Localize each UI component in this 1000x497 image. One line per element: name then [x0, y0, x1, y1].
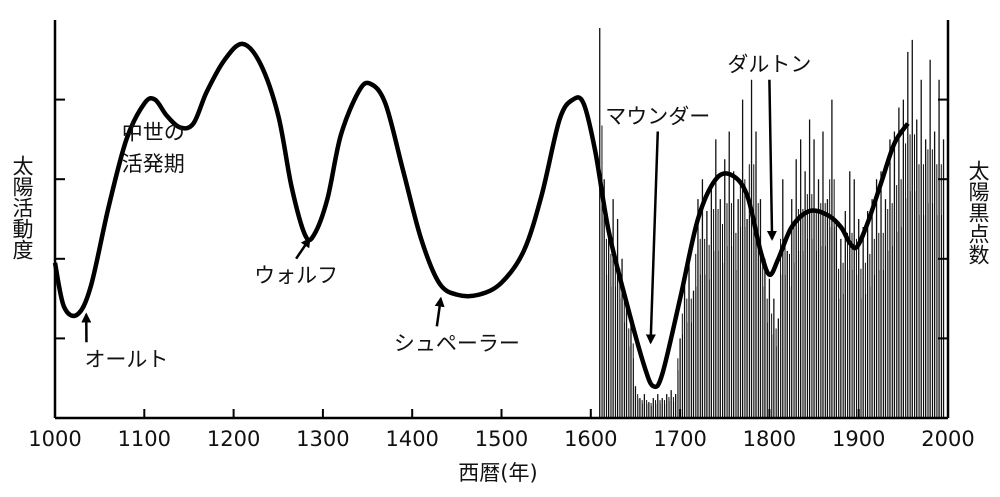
annotation-label: マウンダー: [605, 104, 710, 128]
x-tick-label: 1300: [296, 427, 349, 451]
solar-activity-curve: [52, 41, 910, 390]
x-tick-label: 1000: [28, 427, 81, 451]
x-axis-title: 西暦(年): [458, 461, 537, 485]
x-tick-labels: 1000 1100 1200 1300 1400 1500 1600 1700 1800 1900…: [28, 427, 974, 451]
annotation-arrow: [434, 296, 445, 327]
sunspot-cycles: [599, 27, 945, 418]
annotation-label: 中世の: [122, 120, 185, 144]
x-tick-label: 1200: [207, 427, 260, 451]
annotation-label: オールト: [84, 347, 168, 371]
x-tick-label: 1900: [832, 427, 885, 451]
x-tick-label: 1800: [743, 427, 796, 451]
y-axis-left-title: 太陽活動度: [10, 155, 34, 260]
x-tick-label: 1100: [118, 427, 171, 451]
x-tick-label: 1400: [385, 427, 438, 451]
annotation-arrow: [766, 79, 777, 241]
activity-curve-line: [52, 41, 910, 390]
x-tick-label: 1600: [564, 427, 617, 451]
annotation-label: ダルトン: [727, 53, 811, 77]
annotation-label: ウォルフ: [254, 264, 338, 288]
x-tick-label: 1500: [475, 427, 528, 451]
plot-axes: [53, 20, 950, 420]
x-tick-label: 1700: [653, 427, 706, 451]
y-axis-right-title: 太陽黒点数: [966, 160, 990, 265]
annotation-label: 活発期: [122, 152, 185, 176]
annotation-label: シュペーラー: [394, 331, 520, 355]
x-tick-label: 2000: [921, 427, 974, 451]
annotation-arrow: [295, 237, 311, 260]
annotation-arrow: [645, 131, 660, 345]
